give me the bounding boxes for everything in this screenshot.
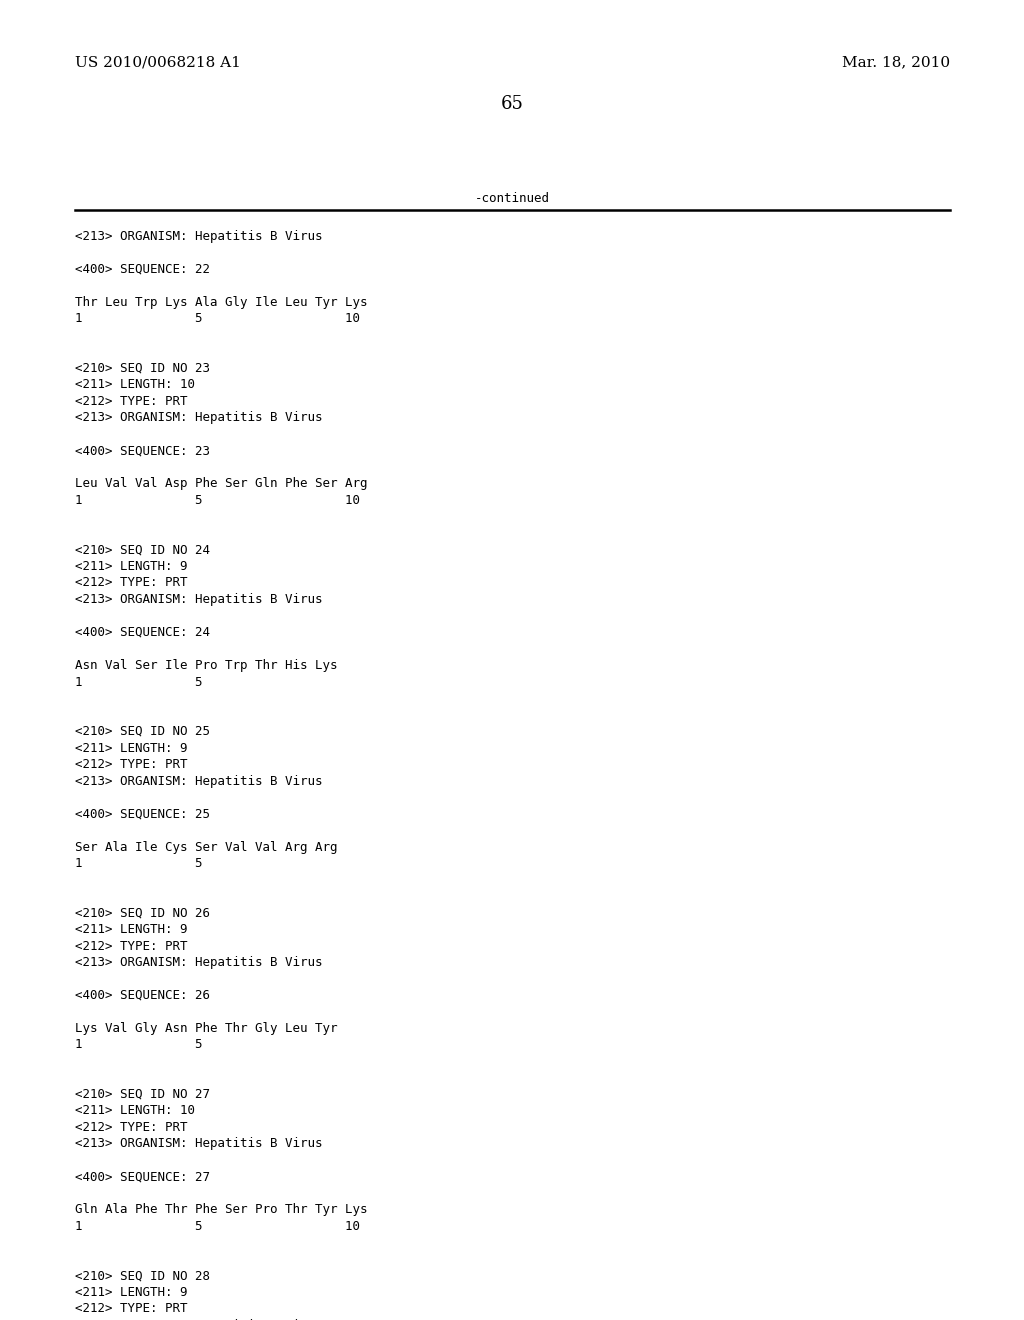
Text: 1               5                   10: 1 5 10: [75, 313, 360, 326]
Text: <213> ORGANISM: Hepatitis B Virus: <213> ORGANISM: Hepatitis B Virus: [75, 230, 323, 243]
Text: <210> SEQ ID NO 23: <210> SEQ ID NO 23: [75, 362, 210, 375]
Text: Thr Leu Trp Lys Ala Gly Ile Leu Tyr Lys: Thr Leu Trp Lys Ala Gly Ile Leu Tyr Lys: [75, 296, 368, 309]
Text: <213> ORGANISM: Hepatitis B Virus: <213> ORGANISM: Hepatitis B Virus: [75, 593, 323, 606]
Text: 1               5                   10: 1 5 10: [75, 494, 360, 507]
Text: <400> SEQUENCE: 27: <400> SEQUENCE: 27: [75, 1171, 210, 1184]
Text: <213> ORGANISM: Hepatitis B Virus: <213> ORGANISM: Hepatitis B Virus: [75, 775, 323, 788]
Text: <210> SEQ ID NO 24: <210> SEQ ID NO 24: [75, 544, 210, 557]
Text: <400> SEQUENCE: 22: <400> SEQUENCE: 22: [75, 263, 210, 276]
Text: <210> SEQ ID NO 26: <210> SEQ ID NO 26: [75, 907, 210, 920]
Text: <212> TYPE: PRT: <212> TYPE: PRT: [75, 395, 187, 408]
Text: <210> SEQ ID NO 28: <210> SEQ ID NO 28: [75, 1270, 210, 1283]
Text: Mar. 18, 2010: Mar. 18, 2010: [842, 55, 950, 69]
Text: 1               5                   10: 1 5 10: [75, 1220, 360, 1233]
Text: <212> TYPE: PRT: <212> TYPE: PRT: [75, 1121, 187, 1134]
Text: <211> LENGTH: 9: <211> LENGTH: 9: [75, 742, 187, 755]
Text: Lys Val Gly Asn Phe Thr Gly Leu Tyr: Lys Val Gly Asn Phe Thr Gly Leu Tyr: [75, 1022, 338, 1035]
Text: Asn Val Ser Ile Pro Trp Thr His Lys: Asn Val Ser Ile Pro Trp Thr His Lys: [75, 659, 338, 672]
Text: 1               5: 1 5: [75, 857, 203, 870]
Text: <400> SEQUENCE: 23: <400> SEQUENCE: 23: [75, 445, 210, 458]
Text: <213> ORGANISM: Hepatitis B Virus: <213> ORGANISM: Hepatitis B Virus: [75, 956, 323, 969]
Text: <211> LENGTH: 10: <211> LENGTH: 10: [75, 1105, 195, 1118]
Text: <213> ORGANISM: Hepatitis B Virus: <213> ORGANISM: Hepatitis B Virus: [75, 412, 323, 425]
Text: US 2010/0068218 A1: US 2010/0068218 A1: [75, 55, 241, 69]
Text: 1               5: 1 5: [75, 1039, 203, 1052]
Text: <212> TYPE: PRT: <212> TYPE: PRT: [75, 1303, 187, 1316]
Text: Gln Ala Phe Thr Phe Ser Pro Thr Tyr Lys: Gln Ala Phe Thr Phe Ser Pro Thr Tyr Lys: [75, 1204, 368, 1217]
Text: <212> TYPE: PRT: <212> TYPE: PRT: [75, 577, 187, 590]
Text: <211> LENGTH: 9: <211> LENGTH: 9: [75, 1286, 187, 1299]
Text: 65: 65: [501, 95, 523, 114]
Text: <400> SEQUENCE: 24: <400> SEQUENCE: 24: [75, 626, 210, 639]
Text: <400> SEQUENCE: 25: <400> SEQUENCE: 25: [75, 808, 210, 821]
Text: <212> TYPE: PRT: <212> TYPE: PRT: [75, 758, 187, 771]
Text: Leu Val Val Asp Phe Ser Gln Phe Ser Arg: Leu Val Val Asp Phe Ser Gln Phe Ser Arg: [75, 478, 368, 491]
Text: <210> SEQ ID NO 25: <210> SEQ ID NO 25: [75, 725, 210, 738]
Text: <400> SEQUENCE: 26: <400> SEQUENCE: 26: [75, 989, 210, 1002]
Text: <210> SEQ ID NO 27: <210> SEQ ID NO 27: [75, 1088, 210, 1101]
Text: Ser Ala Ile Cys Ser Val Val Arg Arg: Ser Ala Ile Cys Ser Val Val Arg Arg: [75, 841, 338, 854]
Text: 1               5: 1 5: [75, 676, 203, 689]
Text: <212> TYPE: PRT: <212> TYPE: PRT: [75, 940, 187, 953]
Text: -continued: -continued: [474, 191, 550, 205]
Text: <211> LENGTH: 10: <211> LENGTH: 10: [75, 379, 195, 392]
Text: <211> LENGTH: 9: <211> LENGTH: 9: [75, 560, 187, 573]
Text: <211> LENGTH: 9: <211> LENGTH: 9: [75, 923, 187, 936]
Text: <213> ORGANISM: Hepatitis B Virus: <213> ORGANISM: Hepatitis B Virus: [75, 1138, 323, 1151]
